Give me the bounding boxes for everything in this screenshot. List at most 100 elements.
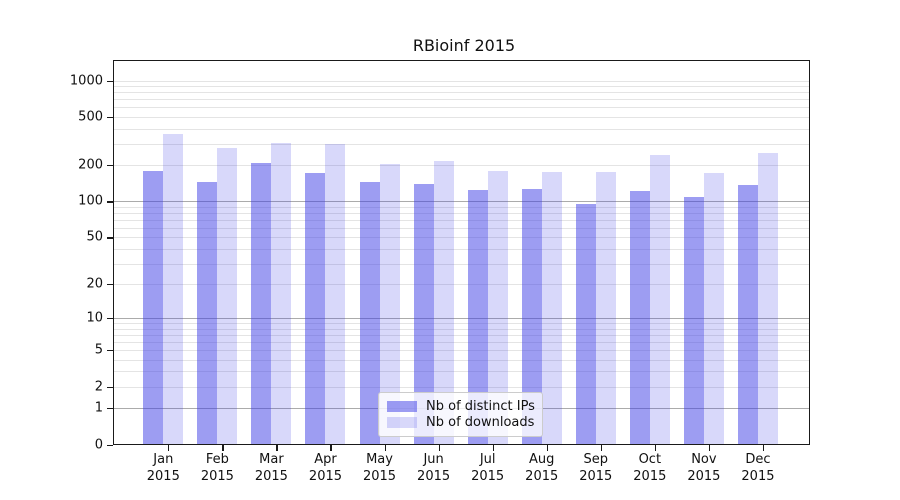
y-tick-label: 20 [86,276,103,292]
x-tick-label: Sep 2015 [579,452,613,485]
minor-gridline [113,359,810,361]
bar-downloads-jul [487,170,508,445]
x-tick-label: Jul 2015 [471,452,505,485]
y-tick-label: 500 [78,109,103,125]
y-tick [107,117,113,119]
bar-distinct-ips-jan [143,171,164,445]
minor-gridline [113,334,810,336]
x-tick [600,445,602,451]
minor-gridline [113,341,810,343]
x-tick [708,445,711,451]
bar-distinct-ips-aug [521,188,542,445]
y-tick [107,165,113,167]
bar-distinct-ips-jun [413,183,434,445]
legend-row-distinct-ips: Nb of distinct IPs [387,398,535,414]
minor-gridline [113,386,810,388]
minor-gridline [113,284,810,286]
y-tick-label: 1 [94,400,103,416]
bar-distinct-ips-nov [683,196,704,445]
y-tick-label: 200 [78,157,103,173]
x-tick [222,445,224,451]
minor-gridline [113,350,810,352]
bar-downloads-nov [703,172,724,445]
x-tick-label: Aug 2015 [525,452,559,485]
minor-gridline [113,237,810,239]
x-tick-label: Nov 2015 [687,452,721,485]
y-tick-label: 50 [86,229,103,245]
y-tick [107,80,113,82]
x-tick-label: May 2015 [362,452,397,485]
legend-row-downloads: Nb of downloads [387,415,534,430]
bar-distinct-ips-jul [467,189,488,445]
y-tick [107,284,113,286]
minor-gridline [113,99,810,101]
bar-downloads-apr [325,144,346,445]
x-tick-label: Mar 2015 [254,452,288,485]
legend-swatch-downloads [387,417,417,429]
y-tick-label: 10 [86,310,103,326]
x-tick [654,445,657,451]
legend-swatch-distinct-ips [387,400,417,412]
legend-label-downloads: Nb of downloads [426,415,535,431]
y-tick [107,237,113,239]
bar-distinct-ips-sep [575,203,596,445]
minor-gridline [113,328,810,330]
legend: Nb of distinct IPs Nb of downloads [378,392,543,437]
bar-downloads-jan [163,134,184,445]
y-tick-label: 5 [94,342,103,358]
x-tick [330,445,332,451]
y-tick [107,444,113,446]
minor-gridline [113,263,810,265]
x-tick [546,445,548,451]
bar-downloads-feb [217,148,238,445]
bar-distinct-ips-oct [629,190,650,445]
minor-gridline [113,227,810,229]
bar-downloads-may [379,164,400,445]
minor-gridline [113,143,810,145]
x-tick [438,445,440,451]
minor-gridline [113,107,810,109]
y-tick [107,201,113,203]
y-tick [107,407,113,410]
x-tick-label: Jun 2015 [417,452,451,485]
y-tick-label: 0 [94,437,103,452]
bar-downloads-oct [649,155,670,445]
y-tick-label: 100 [78,193,103,209]
minor-gridline [113,371,810,373]
y-tick [107,318,113,320]
bar-distinct-ips-mar [251,162,272,445]
bar-distinct-ips-dec [737,185,758,445]
y-tick [107,386,113,388]
x-tick [384,445,386,451]
minor-gridline [113,219,810,221]
y-tick [107,350,113,352]
x-tick-label: Oct 2015 [633,452,667,485]
bar-downloads-mar [271,142,292,445]
minor-gridline [113,128,810,130]
minor-gridline [113,80,810,82]
y-tick-label: 2 [94,379,103,395]
major-gridline [113,318,810,320]
minor-gridline [113,92,810,94]
bar-downloads-aug [541,171,562,445]
legend-label-distinct-ips: Nb of distinct IPs [426,398,535,414]
bar-downloads-dec [757,152,778,445]
x-tick-label: Feb 2015 [200,452,234,485]
x-tick-label: Dec 2015 [741,452,775,485]
plot-area [113,60,810,445]
x-tick [168,445,170,451]
minor-gridline [113,323,810,325]
bar-downloads-sep [595,171,616,445]
x-tick [276,445,278,451]
minor-gridline [113,117,810,118]
bar-distinct-ips-feb [197,182,218,445]
minor-gridline [113,86,810,88]
x-tick [492,445,494,451]
y-tick-label: 1000 [69,73,103,89]
minor-gridline [113,213,810,214]
bar-distinct-ips-apr [305,173,326,445]
x-tick-label: Jan 2015 [146,452,180,485]
x-tick [762,445,765,451]
major-gridline [113,201,810,203]
